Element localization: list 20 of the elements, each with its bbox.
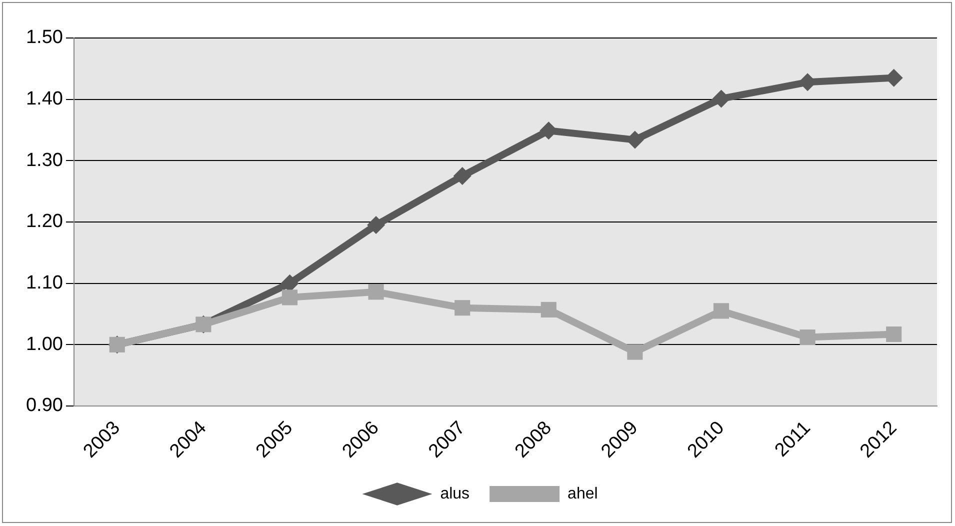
point xyxy=(886,326,902,342)
point xyxy=(800,330,816,346)
point xyxy=(713,303,730,319)
point xyxy=(453,166,472,185)
point xyxy=(540,302,556,318)
y-tick-label: 1.10 xyxy=(26,272,63,294)
point xyxy=(627,344,643,360)
y-tick-label: 1.00 xyxy=(26,334,63,355)
y-tick-label: 0.90 xyxy=(26,395,63,416)
point xyxy=(367,216,386,234)
point xyxy=(454,300,470,316)
y-tick-label: 1.30 xyxy=(26,150,63,171)
y-tick-label: 1.40 xyxy=(26,88,63,110)
point xyxy=(712,90,730,108)
legend-label: alus xyxy=(440,485,470,502)
y-tick-label: 1.20 xyxy=(26,211,63,232)
point xyxy=(282,290,298,306)
y-tick-label: 1.50 xyxy=(26,27,63,48)
point xyxy=(368,284,384,300)
legend-label: ahel xyxy=(568,485,598,502)
